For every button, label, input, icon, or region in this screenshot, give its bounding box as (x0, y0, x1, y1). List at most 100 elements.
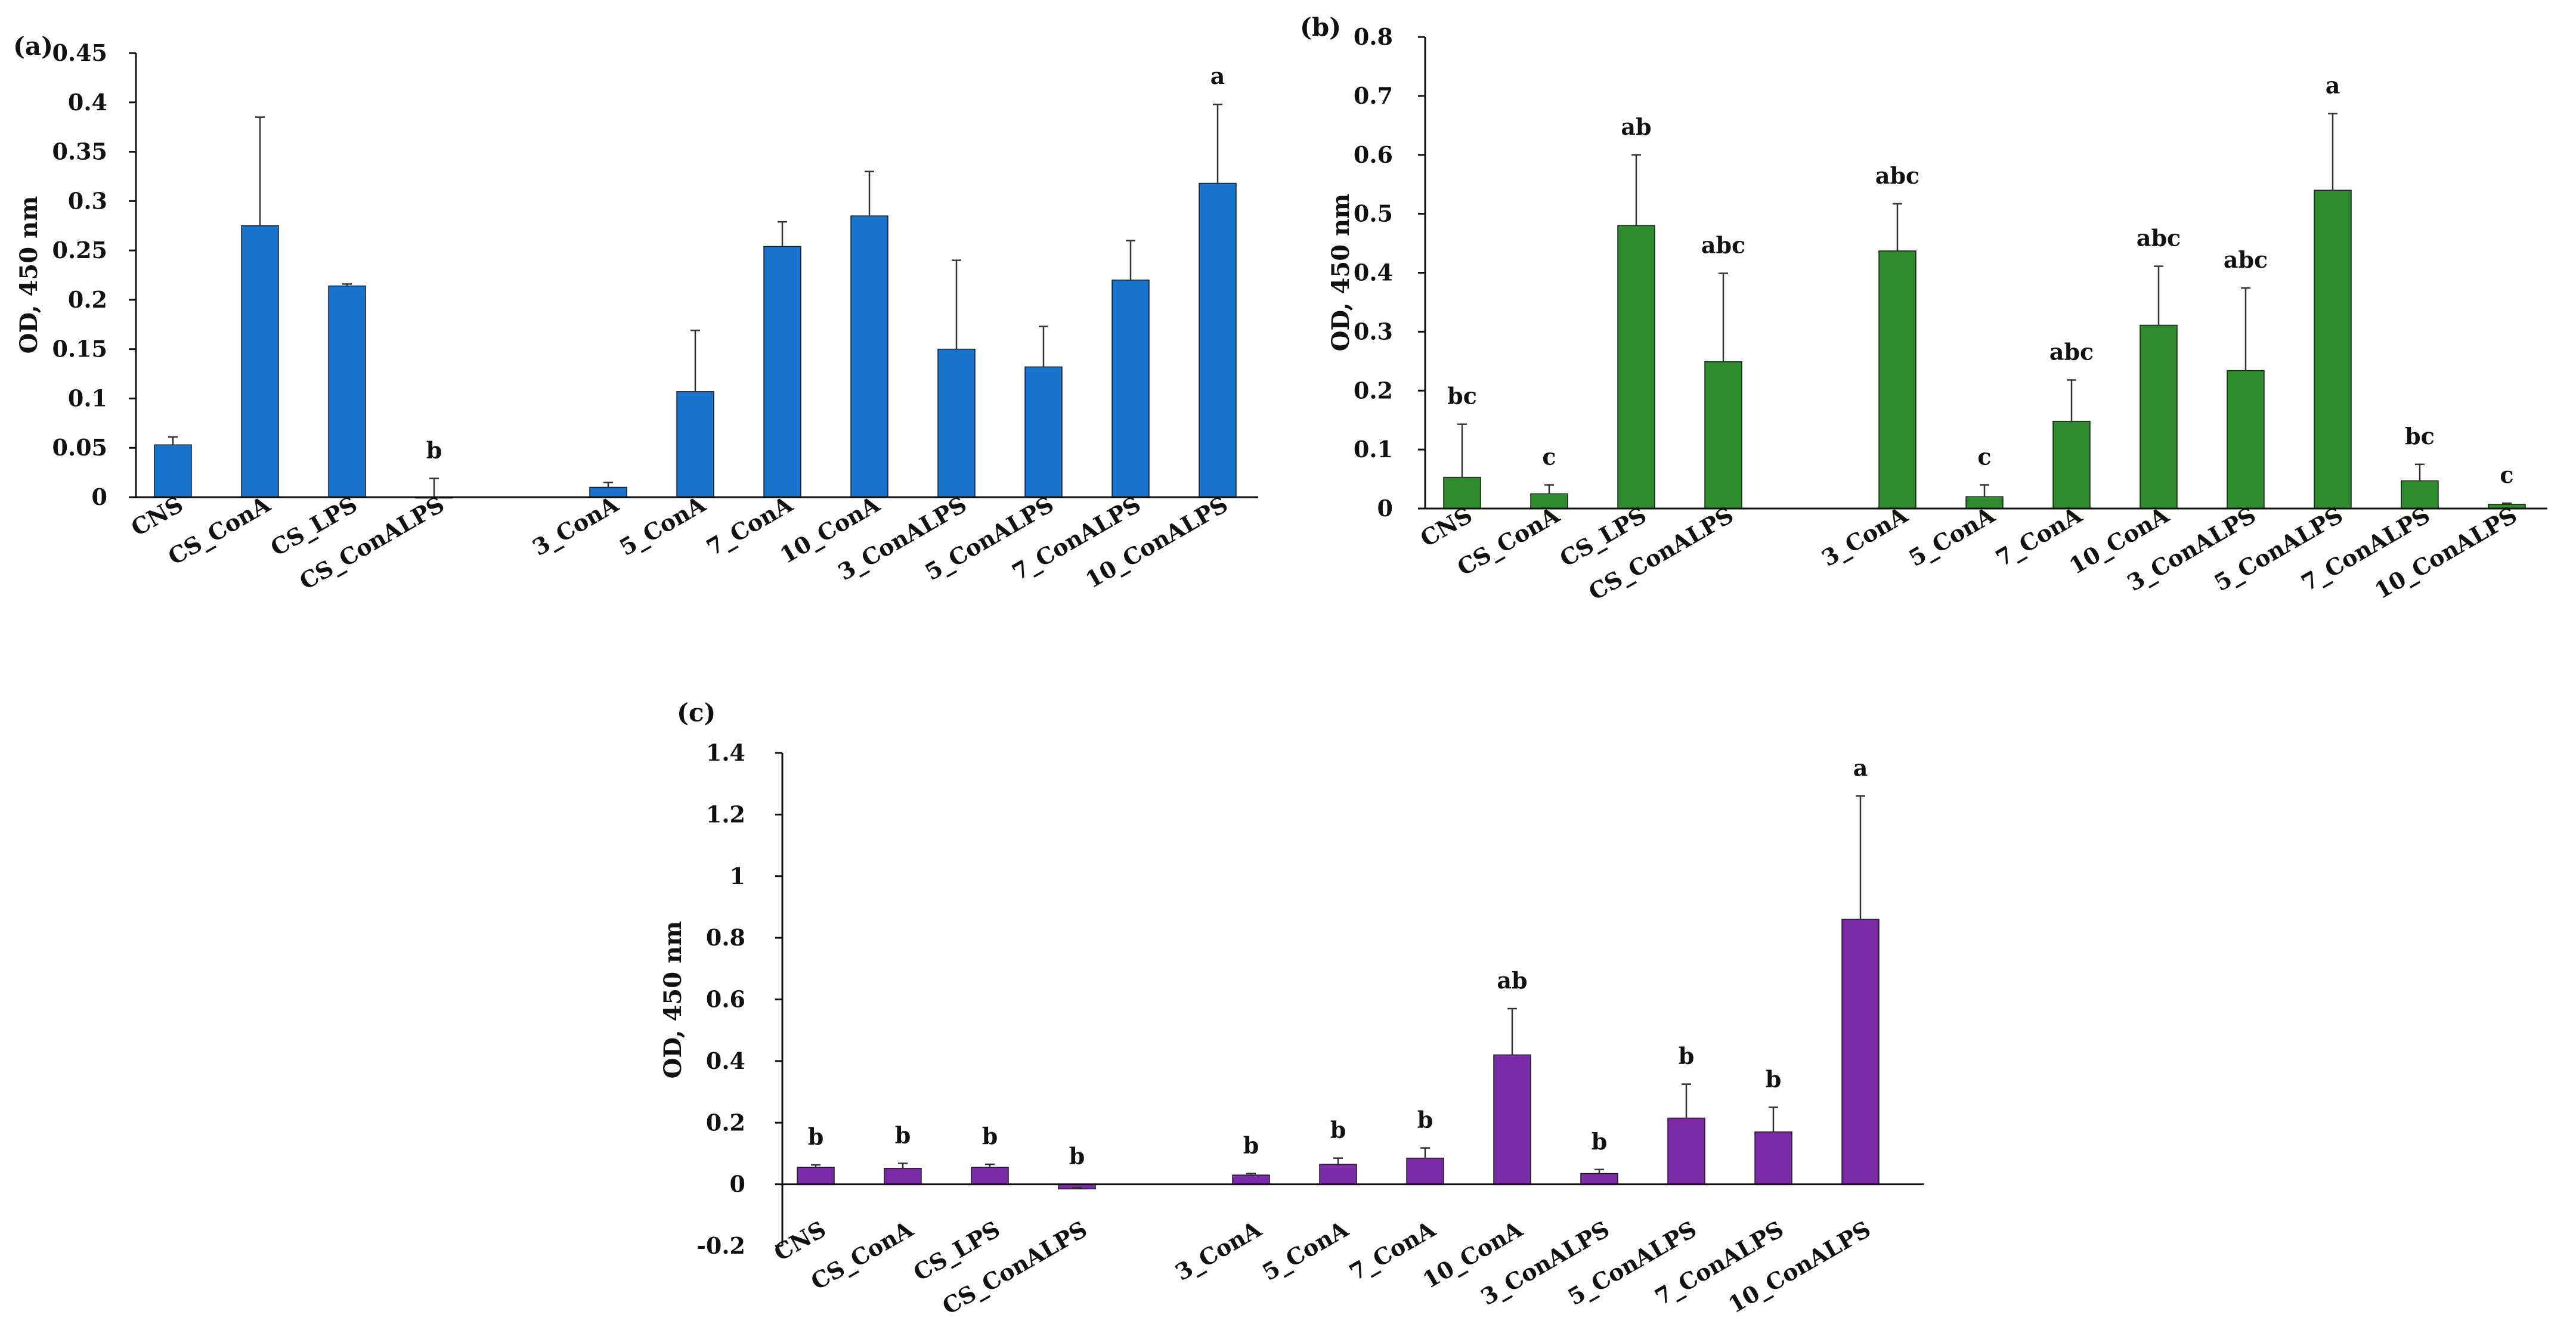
bar[interactable] (241, 225, 279, 498)
category-label: 5_ConA (1904, 501, 1999, 572)
category-label: 3_ConA (1817, 501, 1912, 572)
bar[interactable] (1024, 366, 1063, 498)
category-label: CNS (769, 1216, 831, 1266)
significance-label: abc (2224, 246, 2268, 273)
significance-label: b (1592, 1128, 1608, 1155)
bar[interactable] (1199, 182, 1237, 498)
y-axis-label: OD, 450 nm (1327, 194, 1355, 352)
y-tick-label: 0.4 (1354, 259, 1393, 286)
bar[interactable] (971, 1167, 1009, 1185)
y-tick-label: 0.6 (706, 986, 745, 1013)
significance-label: bc (1447, 383, 1477, 410)
category-label: 10_ConALPS (1723, 1216, 1875, 1319)
bar[interactable] (884, 1167, 922, 1185)
y-tick-label: 1 (730, 863, 745, 889)
y-tick-label: 0.35 (52, 138, 107, 165)
bar[interactable] (1493, 1054, 1531, 1185)
bar[interactable] (2140, 324, 2178, 509)
bar[interactable] (154, 444, 192, 498)
y-tick-label: 0.2 (1354, 377, 1393, 404)
significance-label: abc (2049, 338, 2094, 365)
significance-label: c (2500, 461, 2513, 488)
y-tick-label: 0.2 (706, 1109, 745, 1136)
y-tick-label: 0 (730, 1171, 745, 1198)
significance-label: a (2326, 72, 2340, 99)
y-tick-label: 0.3 (1354, 318, 1393, 345)
significance-label: b (1679, 1043, 1695, 1069)
y-tick-label: 1.2 (706, 801, 745, 827)
bar[interactable] (2052, 420, 2091, 509)
category-label: 10_ConALPS (2370, 501, 2521, 604)
panel-label: (a) (13, 32, 53, 61)
bar[interactable] (2401, 480, 2439, 509)
y-tick-label: 0.05 (52, 434, 107, 461)
panel-c: (c) OD, 450 nm -0.2 0 0.2 0.4 0.6 0.8 1 1.2 1.4 b b b… (659, 698, 1924, 1320)
category-label: CS_ConALPS (295, 491, 448, 595)
significance-label: b (1330, 1117, 1346, 1143)
bar[interactable] (2227, 370, 2265, 509)
bar[interactable] (797, 1167, 835, 1185)
category-label: 5_ConA (1258, 1216, 1353, 1286)
y-tick-label: 0.1 (68, 385, 107, 411)
bar[interactable] (676, 391, 714, 498)
category-label: 5_ConA (615, 491, 710, 561)
bar[interactable] (1667, 1117, 1705, 1185)
y-axis-label: OD, 450 nm (659, 921, 687, 1079)
bar[interactable] (1580, 1173, 1618, 1185)
bar[interactable] (1704, 361, 1742, 509)
significance-label: abc (2137, 225, 2181, 252)
panel-label: (c) (677, 698, 716, 727)
category-label: CS_ConALPS (1584, 501, 1738, 606)
significance-label: ab (1497, 967, 1527, 994)
category-label: CS_ConALPS (937, 1216, 1091, 1320)
bar[interactable] (1617, 225, 1655, 509)
y-tick-label: 0.8 (706, 924, 745, 951)
y-tick-label: 0.5 (1354, 200, 1393, 227)
y-tick-label: 0.15 (52, 336, 107, 362)
bar[interactable] (1232, 1174, 1270, 1185)
panel-label: (b) (1300, 13, 1341, 42)
panel-b: (b) OD, 450 nm 0 0.1 0.2 0.3 0.4 0.5 0.6 0.7 0.8 bc… (1300, 13, 2547, 606)
category-label: CNS (126, 491, 188, 541)
y-tick-label: 0.4 (68, 89, 107, 116)
bar[interactable] (1319, 1164, 1357, 1185)
significance-label: b (808, 1123, 824, 1150)
panel-a: (a) OD, 450 nm 0 0.05 0.1 0.15 0.2 0.25 0.3 0.35 0… (13, 32, 1258, 595)
y-tick-label: 0.2 (68, 286, 107, 313)
bar[interactable] (850, 215, 888, 498)
y-tick-label: 1.4 (706, 739, 745, 766)
significance-label: a (1853, 754, 1868, 781)
significance-label: b (426, 437, 442, 464)
significance-label: ab (1621, 113, 1651, 140)
bar[interactable] (328, 285, 366, 498)
bar[interactable] (937, 348, 976, 498)
bar[interactable] (2314, 190, 2352, 509)
significance-label: b (895, 1121, 911, 1148)
significance-label: b (1417, 1106, 1433, 1133)
y-tick-label: 0 (1377, 495, 1393, 522)
y-tick-label: 0.1 (1354, 436, 1393, 463)
y-tick-label: 0.8 (1354, 23, 1393, 50)
bar[interactable] (1111, 280, 1150, 498)
significance-label: b (1069, 1143, 1085, 1170)
bar[interactable] (763, 246, 801, 498)
y-axis-label: OD, 450 nm (15, 196, 43, 354)
bar[interactable] (1443, 476, 1481, 509)
bar[interactable] (1530, 493, 1568, 509)
y-tick-label: 0.3 (68, 187, 107, 214)
bar[interactable] (1841, 919, 1880, 1185)
y-tick-label: 0.25 (52, 237, 107, 263)
significance-label: a (1210, 63, 1225, 89)
bar[interactable] (1754, 1131, 1792, 1185)
significance-label: c (1977, 443, 1991, 470)
category-label: 10_ConALPS (1080, 491, 1232, 594)
significance-label: b (1243, 1132, 1259, 1159)
significance-label: b (1766, 1065, 1782, 1092)
significance-label: b (982, 1123, 998, 1149)
significance-label: abc (1701, 231, 1745, 258)
bar[interactable] (1406, 1157, 1444, 1185)
y-tick-label: 0.45 (52, 39, 107, 66)
y-tick-label: 0.6 (1354, 141, 1393, 168)
bar[interactable] (1878, 250, 1916, 509)
